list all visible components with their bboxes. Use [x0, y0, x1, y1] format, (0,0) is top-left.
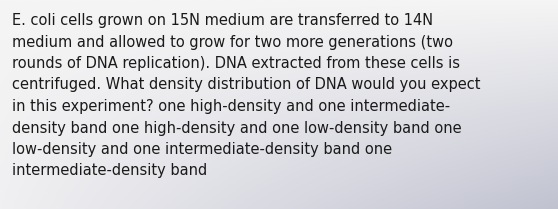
Text: E. coli cells grown on 15N medium are transferred to 14N: E. coli cells grown on 15N medium are tr…: [12, 13, 433, 28]
Text: rounds of DNA replication). DNA extracted from these cells is: rounds of DNA replication). DNA extracte…: [12, 56, 460, 71]
Text: intermediate-density band: intermediate-density band: [12, 163, 207, 178]
Text: density band one high-density and one low-density band one: density band one high-density and one lo…: [12, 121, 461, 135]
Text: in this experiment? one high-density and one intermediate-: in this experiment? one high-density and…: [12, 99, 450, 114]
Text: medium and allowed to grow for two more generations (two: medium and allowed to grow for two more …: [12, 34, 453, 50]
Text: centrifuged. What density distribution of DNA would you expect: centrifuged. What density distribution o…: [12, 78, 480, 93]
Text: low-density and one intermediate-density band one: low-density and one intermediate-density…: [12, 142, 392, 157]
